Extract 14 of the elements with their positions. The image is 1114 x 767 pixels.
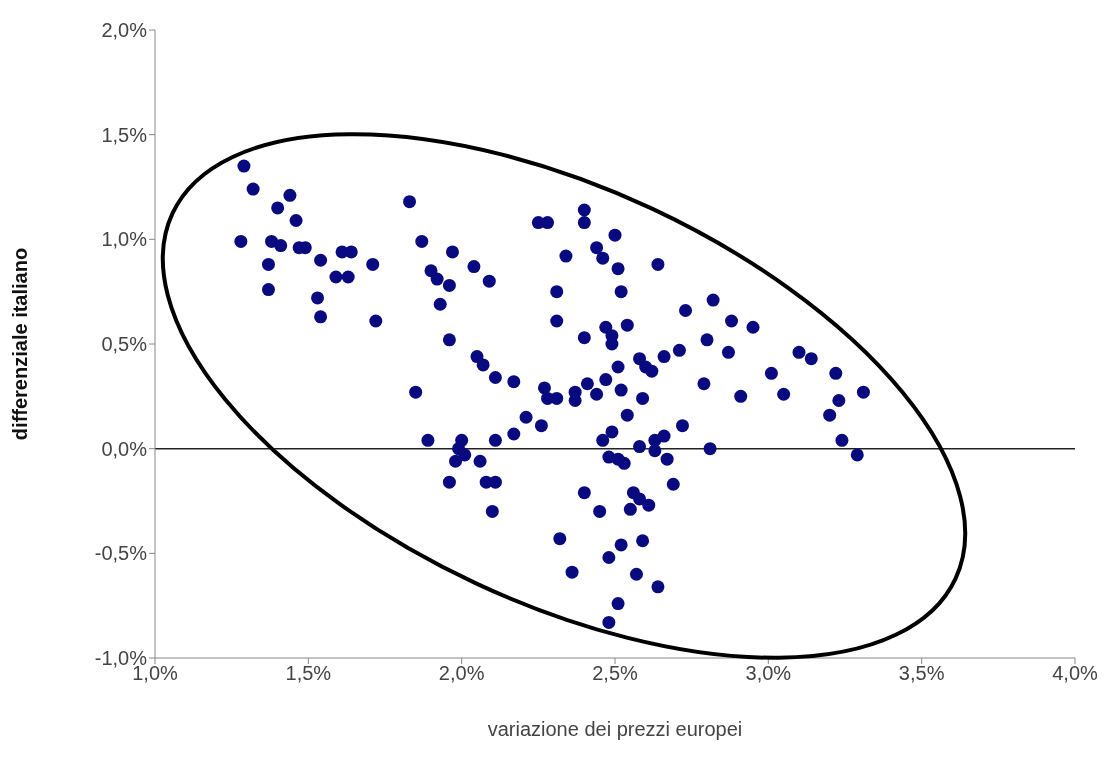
- y-tick-label: -0,5%: [94, 542, 148, 565]
- y-axis-title: differenziale italiano: [9, 247, 32, 441]
- y-tick-label: 1,0%: [101, 228, 148, 251]
- x-tick-label: 3,0%: [745, 662, 792, 685]
- x-tick-label: 3,5%: [898, 662, 945, 685]
- y-tick-label: 2,0%: [101, 19, 148, 42]
- x-tick-label: 4,0%: [1052, 662, 1099, 685]
- x-tick-label: 1,5%: [285, 662, 332, 685]
- x-axis-title: variazione dei prezzi europei: [487, 718, 743, 740]
- y-tick-label: 1,5%: [101, 123, 148, 146]
- x-tick-label: 2,0%: [438, 662, 485, 685]
- y-tick-label: 0,0%: [101, 437, 148, 460]
- x-tick-label: 2,5%: [592, 662, 639, 685]
- y-tick-label: 0,5%: [101, 333, 148, 356]
